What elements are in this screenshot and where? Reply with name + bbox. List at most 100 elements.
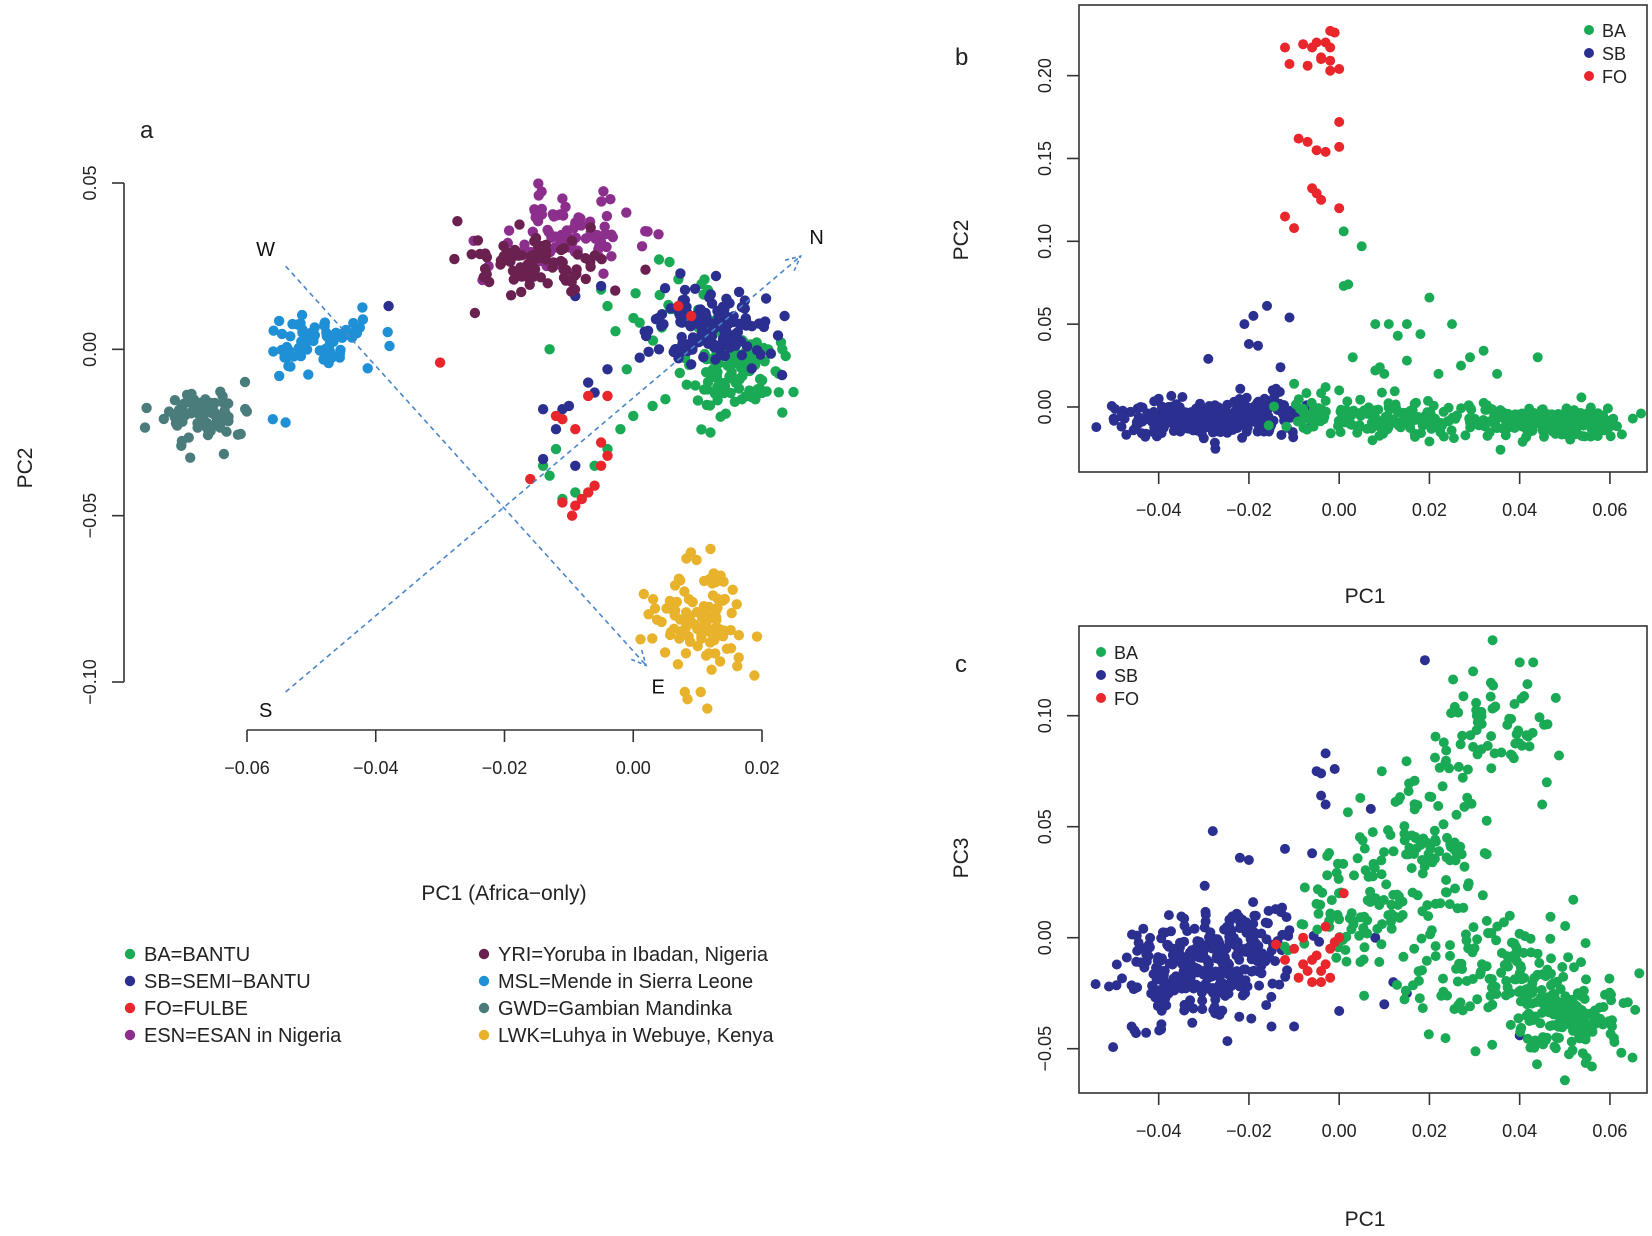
data-point-msl [357,314,369,325]
data-point-ba [1352,853,1363,864]
data-point-yri [509,244,521,256]
data-point-ba [1423,911,1434,922]
data-point-lwk [647,633,658,644]
legend-item-fo: FO [1584,67,1627,87]
data-point-sb [1133,418,1144,429]
legend-item-sb: SB [1584,44,1626,64]
data-point-sb [1132,945,1143,956]
data-point-sb [1128,984,1139,995]
data-point-ba [1450,883,1460,894]
data-point-ba [1397,910,1408,920]
data-point-ba [722,360,733,371]
data-point-ba [1383,319,1394,330]
data-point-ba [1530,419,1540,429]
data-point-sb [1260,398,1271,409]
data-point-ba [1438,973,1448,984]
panel-b-frame [1078,4,1648,473]
data-point-sb [685,321,696,332]
data-point-ba [1453,1000,1464,1011]
data-point-sb [1334,1006,1345,1016]
data-point-yri [527,257,538,268]
data-point-sb [1207,826,1218,837]
data-point-sb [686,359,697,370]
data-point-esn [601,210,613,222]
data-point-sb [1127,929,1137,940]
data-point-ba [1608,413,1619,424]
data-point-lwk [698,626,709,637]
data-point-sb [706,331,718,342]
data-point-sb [1163,401,1174,412]
data-point-ba [1616,1047,1627,1058]
data-point-fo [1334,203,1345,214]
data-point-sb [1256,928,1267,939]
data-point-fo [1320,959,1331,970]
data-point-sb [1156,1019,1167,1030]
series-fo [1280,25,1345,234]
data-point-ba [1410,414,1421,425]
panel-b-y-axis: 0.00 0.05 0.10 0.15 0.20 [1035,58,1079,425]
data-point-ba [1519,691,1530,702]
data-point-yri [569,270,580,282]
data-point-fo [566,510,578,521]
data-point-ba [1545,911,1556,922]
data-point-ba [1423,419,1434,430]
legend-item-ba: BA [1584,21,1626,41]
data-point-ba [1534,958,1545,968]
data-point-sb [1267,978,1278,989]
data-point-fo [1271,939,1281,950]
data-point-fo [1316,194,1327,205]
data-point-sb [1266,991,1277,1002]
data-point-fo [1334,932,1345,943]
data-point-sb [1229,939,1240,950]
data-point-esn [606,251,617,262]
arrow-head [784,254,803,272]
data-point-msl [285,331,296,342]
data-point-ba [1472,934,1483,945]
panel-a-y-axis: −0.10 −0.05 0.00 0.05 [80,165,125,705]
data-point-sb [1166,390,1177,401]
data-point-ba [1609,1037,1620,1047]
data-point-sb [1193,418,1204,429]
data-point-sb [1222,1036,1233,1047]
x-tick-label: −0.02 [482,758,528,778]
data-point-ba [1299,882,1310,893]
data-point-sb [1234,923,1245,934]
data-point-esn [560,201,571,213]
data-point-sb [1234,974,1244,985]
data-point-ba [1622,997,1633,1008]
data-point-msl [296,309,308,321]
data-point-sb [1168,426,1179,436]
data-point-ba [1471,725,1482,736]
data-point-fo [1307,977,1318,988]
data-point-ba [1511,729,1522,740]
y-tick-label: 0.00 [1035,389,1055,424]
arrow-start-label: S [259,700,272,722]
data-point-ba [1602,403,1613,414]
data-point-ba [1605,1028,1616,1039]
data-point-yri [469,307,481,319]
data-point-lwk [683,631,694,642]
data-point-fo [1311,950,1322,961]
data-point-yri [449,253,460,265]
data-point-fo [583,390,594,402]
data-point-sb [1207,937,1218,948]
data-point-ba [1597,1019,1608,1030]
data-point-ba [1312,924,1323,935]
data-point-yri [596,254,607,265]
data-point-lwk [731,599,742,610]
data-point-ba [1446,425,1457,436]
data-point-sb [710,270,722,282]
data-point-lwk [680,648,692,659]
data-point-sb [1091,422,1102,433]
data-point-sb [1216,944,1227,955]
data-point-ba [1449,837,1460,848]
series-sb [383,268,790,471]
data-point-ba [1492,368,1503,379]
data-point-sb [1277,902,1288,913]
data-point-sb [1260,956,1271,967]
panel-c-label: c [955,651,967,678]
data-point-ba [1477,890,1488,901]
data-point-msl [268,346,279,357]
data-point-ba [1410,431,1420,442]
data-point-ba [1447,319,1457,330]
